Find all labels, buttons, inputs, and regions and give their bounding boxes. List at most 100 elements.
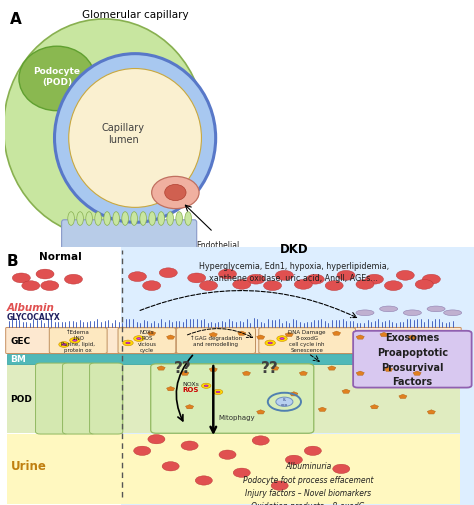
Ellipse shape — [95, 212, 101, 226]
FancyBboxPatch shape — [7, 354, 460, 364]
Text: ROS: ROS — [182, 386, 199, 392]
Polygon shape — [157, 366, 165, 370]
Circle shape — [306, 275, 324, 284]
Polygon shape — [290, 392, 298, 396]
Polygon shape — [356, 335, 365, 339]
Ellipse shape — [149, 212, 155, 226]
FancyBboxPatch shape — [176, 328, 255, 354]
Circle shape — [134, 446, 151, 456]
Circle shape — [275, 271, 293, 281]
Ellipse shape — [158, 212, 164, 226]
FancyBboxPatch shape — [118, 328, 176, 354]
Text: Normal: Normal — [39, 251, 82, 261]
Polygon shape — [399, 394, 407, 399]
FancyBboxPatch shape — [62, 220, 197, 250]
Text: DNA Damage
8-oxodG
cell cycle inh
Senescence: DNA Damage 8-oxodG cell cycle inh Senesc… — [288, 329, 326, 352]
Text: ↑Edema
↓NO
Purine, lipid,
protein ox: ↑Edema ↓NO Purine, lipid, protein ox — [61, 329, 95, 352]
FancyBboxPatch shape — [0, 247, 121, 505]
Polygon shape — [332, 331, 341, 336]
Text: DKD: DKD — [280, 242, 308, 256]
Circle shape — [36, 270, 54, 279]
Text: Glomerular capillary: Glomerular capillary — [82, 10, 188, 20]
Circle shape — [277, 336, 287, 342]
FancyBboxPatch shape — [7, 365, 460, 433]
Text: A: A — [9, 13, 21, 27]
Ellipse shape — [165, 185, 186, 201]
Circle shape — [233, 280, 251, 290]
Circle shape — [247, 275, 265, 284]
Circle shape — [162, 462, 179, 471]
Ellipse shape — [167, 212, 173, 226]
Circle shape — [181, 441, 198, 450]
Ellipse shape — [185, 212, 191, 226]
Text: Urine: Urine — [10, 459, 46, 472]
Circle shape — [148, 435, 165, 444]
Ellipse shape — [140, 212, 146, 226]
Polygon shape — [328, 366, 336, 370]
Circle shape — [219, 450, 236, 460]
Ellipse shape — [69, 69, 201, 208]
Polygon shape — [147, 331, 156, 336]
Text: NOXs
ROS
vicious
cycle: NOXs ROS vicious cycle — [137, 329, 156, 352]
Ellipse shape — [131, 212, 137, 226]
Circle shape — [12, 274, 30, 283]
Polygon shape — [318, 408, 327, 412]
Circle shape — [337, 271, 355, 281]
Ellipse shape — [62, 344, 66, 345]
Text: ??: ?? — [261, 361, 279, 375]
Circle shape — [213, 390, 223, 395]
Circle shape — [201, 383, 211, 388]
Circle shape — [265, 340, 275, 346]
Polygon shape — [427, 410, 436, 414]
Circle shape — [384, 281, 402, 291]
Circle shape — [356, 280, 374, 290]
Circle shape — [195, 476, 212, 485]
Polygon shape — [413, 371, 421, 376]
Circle shape — [219, 270, 237, 279]
Polygon shape — [356, 371, 365, 376]
Ellipse shape — [86, 212, 92, 226]
Ellipse shape — [113, 212, 119, 226]
Polygon shape — [299, 371, 308, 376]
Ellipse shape — [403, 310, 421, 316]
Polygon shape — [209, 368, 218, 372]
FancyBboxPatch shape — [353, 331, 472, 388]
Circle shape — [123, 340, 133, 346]
Ellipse shape — [77, 212, 83, 226]
Circle shape — [70, 338, 80, 343]
Circle shape — [276, 397, 293, 407]
Text: Hyperglycemia, Edn1, hypoxia, hyperlipidemia,
xanthene oxidase, uric acid, AngII: Hyperglycemia, Edn1, hypoxia, hyperlipid… — [199, 262, 389, 282]
Polygon shape — [380, 333, 388, 337]
Text: NOXs: NOXs — [182, 381, 200, 386]
FancyBboxPatch shape — [121, 247, 474, 505]
Circle shape — [252, 436, 269, 445]
Text: Podocyte
(POD): Podocyte (POD) — [33, 67, 81, 86]
Text: POD: POD — [10, 394, 32, 403]
Ellipse shape — [137, 338, 141, 340]
Ellipse shape — [73, 340, 77, 341]
Text: BM: BM — [10, 355, 26, 364]
Ellipse shape — [356, 310, 374, 316]
Circle shape — [304, 446, 321, 456]
Polygon shape — [242, 371, 251, 376]
Circle shape — [200, 281, 218, 291]
Circle shape — [128, 272, 146, 282]
FancyBboxPatch shape — [7, 434, 460, 503]
Polygon shape — [166, 387, 175, 391]
Ellipse shape — [126, 342, 130, 344]
Text: ↑GAG degradation
and remodelling: ↑GAG degradation and remodelling — [190, 335, 242, 346]
Polygon shape — [408, 335, 417, 339]
Circle shape — [325, 281, 343, 291]
Circle shape — [64, 275, 82, 284]
Ellipse shape — [216, 391, 220, 393]
Circle shape — [285, 456, 302, 465]
Text: Endothelial
Cell (GEC): Endothelial Cell (GEC) — [196, 240, 240, 260]
FancyBboxPatch shape — [6, 328, 461, 354]
Circle shape — [188, 274, 206, 283]
FancyBboxPatch shape — [151, 364, 314, 433]
Text: GEC: GEC — [10, 336, 30, 345]
Circle shape — [415, 280, 433, 290]
Text: 8-
oxo: 8- oxo — [281, 398, 288, 406]
Polygon shape — [342, 389, 350, 393]
Ellipse shape — [68, 212, 74, 226]
